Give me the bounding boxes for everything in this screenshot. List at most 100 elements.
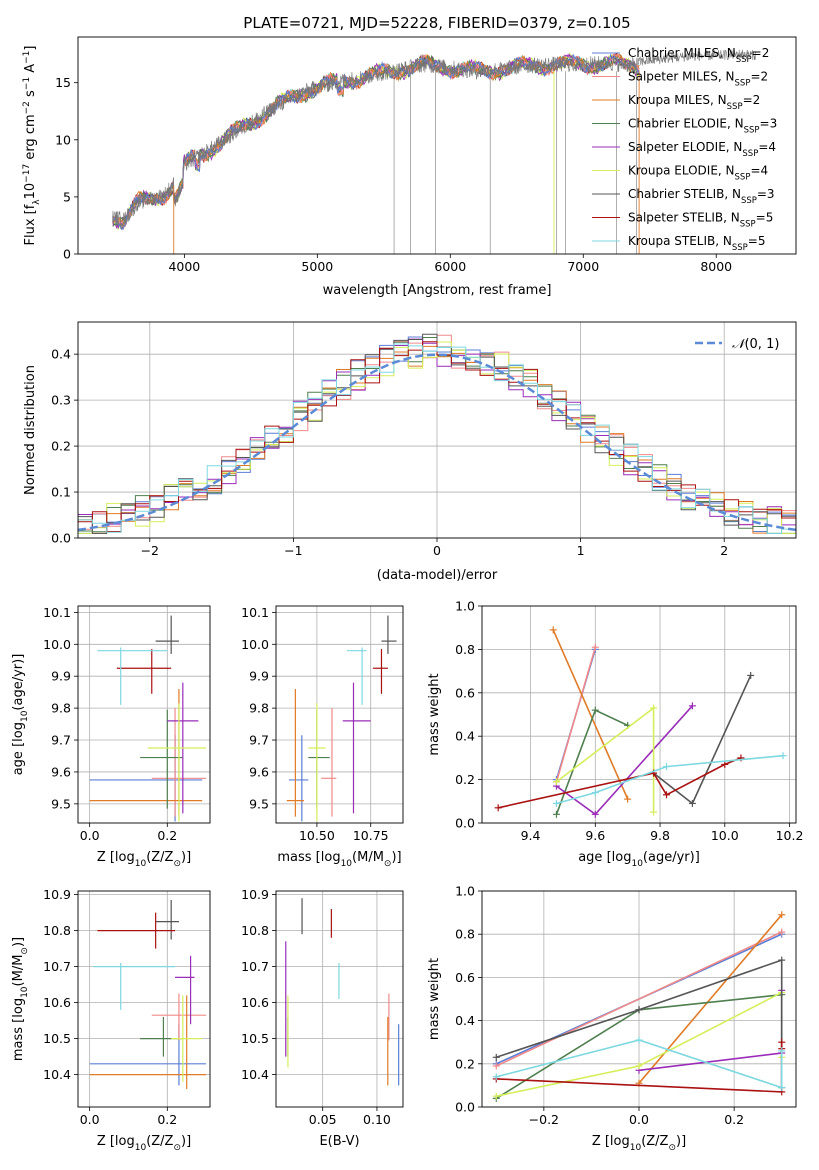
y-tick-label: 10.5 xyxy=(43,1031,71,1046)
age_vs_z-frame xyxy=(77,605,211,824)
series-kroupa_miles xyxy=(635,911,786,1087)
x-tick-label: −1 xyxy=(284,543,302,558)
y-tick-label: 10.6 xyxy=(43,995,71,1010)
residual-hist-kroupa_stelib xyxy=(78,343,796,534)
y-tick-label: 10.7 xyxy=(241,959,269,974)
spectrum-lines xyxy=(112,49,757,254)
series-salpeter_elodie xyxy=(552,702,696,818)
y-tick-label: 9.7 xyxy=(51,733,71,748)
y-tick-label: 0.8 xyxy=(455,927,475,942)
age_vs_mass-axes: 10.50 10.75 9.5 9.6 9.7 9.8 9.9 10.0 10.1 xyxy=(241,605,403,843)
errorbar-point-salpeter_stelib xyxy=(116,649,172,694)
model-spectrum-salpeter_miles xyxy=(112,52,640,230)
y-tick-label: 10.4 xyxy=(241,1067,269,1082)
x-axis-label: Z [log10(Z/Z⊙)] xyxy=(97,1134,191,1153)
model-spectrum-chabrier_elodie xyxy=(112,54,640,227)
y-tick-label: 10.7 xyxy=(43,959,71,974)
x-tick-label: 10.2 xyxy=(776,828,804,843)
model-spectrum-kroupa_miles xyxy=(112,51,640,225)
errorbar-point-kroupa_stelib xyxy=(347,647,367,705)
errorbar-point-kroupa_elodie xyxy=(171,995,203,1082)
y-tick-label: 10.9 xyxy=(43,887,71,902)
errorbar-point-chabrier_stelib xyxy=(381,615,397,654)
y-tick-label: 0.0 xyxy=(455,816,475,831)
errorbar-point-chabrier_elodie xyxy=(140,709,183,809)
weight_vs_age-series xyxy=(494,626,787,818)
y-tick-label: 0.0 xyxy=(455,1100,475,1115)
errorbar-point-chabrier_elodie xyxy=(308,709,330,809)
x-tick-label: 10.75 xyxy=(353,828,389,843)
errorbar-point-kroupa_stelib xyxy=(97,647,168,705)
x-tick-label: 5000 xyxy=(301,259,333,274)
y-tick-label: 10.0 xyxy=(43,637,71,652)
y-tick-label: 9.9 xyxy=(249,669,269,684)
model-spectrum-chabrier_stelib xyxy=(112,53,640,231)
y-axis-label: Flux [fλ10−17 erg cm−2 s−1 A−1] xyxy=(22,46,42,246)
y-tick-label: 10.1 xyxy=(241,605,269,620)
y-tick-label: 10.8 xyxy=(241,923,269,938)
y-tick-label: 10.6 xyxy=(241,995,269,1010)
x-axis-label: age [log10(age/yr)] xyxy=(578,850,700,869)
y-axis-label: Normed distribution xyxy=(23,365,38,495)
model-spectrum-chabrier_miles xyxy=(112,53,640,231)
y-tick-label: 10.1 xyxy=(43,605,71,620)
figure-title: PLATE=0721, MJD=52228, FIBERID=0379, z=0… xyxy=(243,14,630,32)
spectrum-frame xyxy=(77,36,797,255)
series-kroupa_stelib xyxy=(492,1036,786,1092)
errorbar-point-salpeter_elodie xyxy=(175,955,195,1025)
legend-entry: Chabrier ELODIE, NSSP=3 xyxy=(628,117,777,136)
y-tick-label: 9.6 xyxy=(51,764,71,779)
y-tick-label: 10.8 xyxy=(43,923,71,938)
errorbar-point-kroupa_elodie xyxy=(308,703,326,822)
y-tick-label: 0.4 xyxy=(455,729,475,744)
legend-entry: Chabrier STELIB, NSSP=3 xyxy=(628,187,775,206)
mass_vs_ebv-errorbars xyxy=(285,898,400,1086)
errorbar-point-kroupa_elodie xyxy=(147,703,207,822)
model-spectrum-salpeter_elodie xyxy=(112,53,640,230)
model-spectrum-salpeter_stelib xyxy=(112,52,640,228)
x-tick-label: 1 xyxy=(577,543,585,558)
y-tick-label: 1.0 xyxy=(455,884,475,899)
legend-entry: Salpeter MILES, NSSP=2 xyxy=(628,70,768,89)
y-tick-label: 10.4 xyxy=(43,1067,71,1082)
y-tick-label: 5 xyxy=(63,189,71,204)
x-tick-label: 8000 xyxy=(700,259,732,274)
x-tick-label: 9.6 xyxy=(585,828,605,843)
age_vs_mass-frame xyxy=(275,605,404,824)
x-axis-label: (data-model)/error xyxy=(377,568,498,583)
mass_vs_ebv-frame xyxy=(275,890,404,1108)
weight_vs_age-frame xyxy=(481,605,797,824)
y-tick-label: 0.0 xyxy=(51,531,71,546)
observed-spectrum xyxy=(112,49,757,228)
y-tick-label: 9.5 xyxy=(249,796,269,811)
x-tick-label: 2 xyxy=(720,543,728,558)
x-tick-label: 9.8 xyxy=(650,828,670,843)
residual-histograms xyxy=(78,333,796,534)
y-tick-label: 0.2 xyxy=(455,1056,475,1071)
errorbar-point-salpeter_stelib xyxy=(372,649,388,694)
x-tick-label: −0.2 xyxy=(529,1112,559,1127)
errorbar-point-salpeter_miles xyxy=(321,708,337,817)
age_vs_z-axes: 0.0 0.2 9.5 9.6 9.7 9.8 9.9 10.0 10.1 xyxy=(43,605,210,843)
x-axis-label: Z [log10(Z/Z⊙)] xyxy=(97,850,191,869)
x-tick-label: 0.0 xyxy=(80,828,100,843)
x-tick-label: 10.50 xyxy=(299,828,335,843)
series-salpeter_miles xyxy=(492,928,786,1070)
x-tick-label: 0.2 xyxy=(157,1112,177,1127)
x-tick-label: −2 xyxy=(141,543,159,558)
residuals-frame xyxy=(77,321,797,539)
y-tick-label: 1.0 xyxy=(455,599,475,614)
series-kroupa_miles xyxy=(549,626,632,803)
y-tick-label: 0.2 xyxy=(455,772,475,787)
age_vs_z-errorbars xyxy=(89,615,207,822)
y-tick-label: 0.4 xyxy=(455,1013,475,1028)
errorbar-point-chabrier_miles xyxy=(89,1024,207,1086)
y-axis-label: age [log10(age/yr)] xyxy=(11,654,30,776)
y-tick-label: 9.7 xyxy=(249,733,269,748)
x-tick-label: 0.2 xyxy=(724,1112,744,1127)
errorbar-point-chabrier_stelib xyxy=(155,615,179,654)
y-tick-label: 0.4 xyxy=(51,347,71,362)
y-tick-label: 0.6 xyxy=(455,685,475,700)
